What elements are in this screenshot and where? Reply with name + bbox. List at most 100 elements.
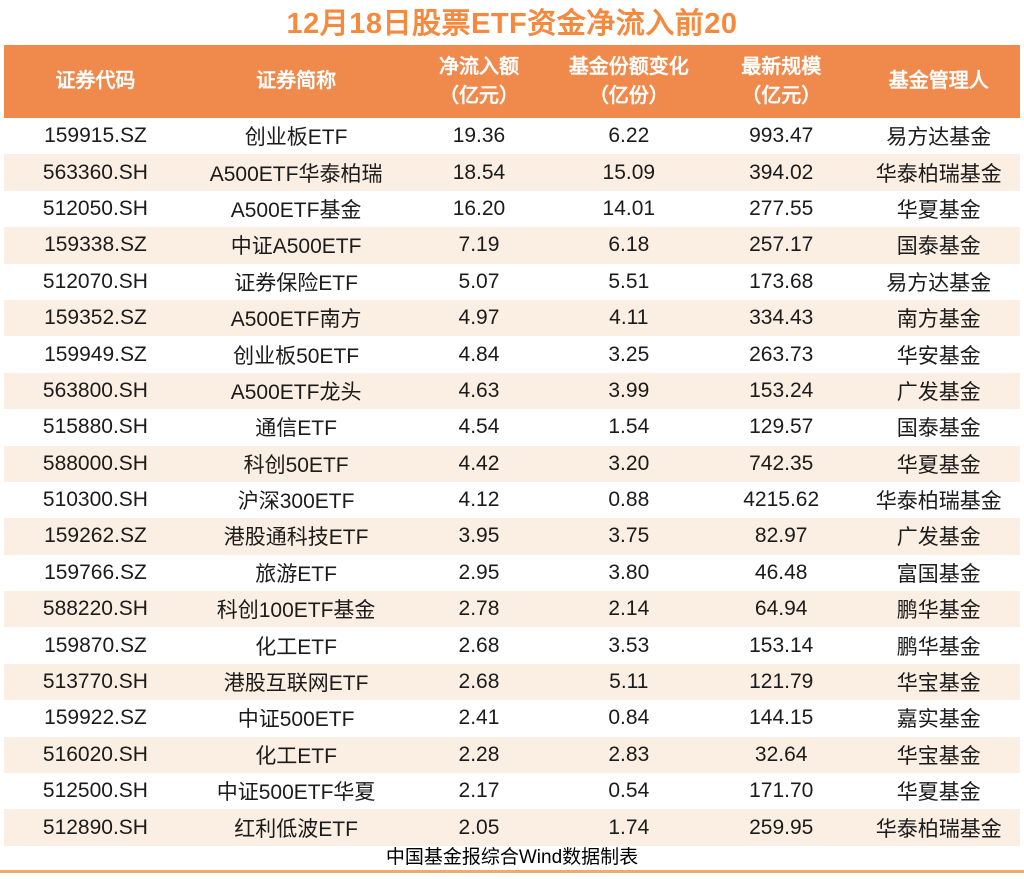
cell-latest-scale: 259.95 [705,809,858,846]
cell-name: A500ETF龙头 [186,372,406,410]
cell-manager: 华泰柏瑞基金 [875,490,1002,514]
cell-share-change: 2.14 [552,591,706,628]
cell-net-inflow: 2.41 [458,706,500,730]
cell-manager: 华宝基金 [857,736,1020,774]
cell-net-inflow: 2.28 [405,736,553,774]
cell-code: 513770.SH [4,663,187,701]
table-row: 563800.SH A500ETF龙头 4.63 3.99 153.24 广发基金 [4,372,1020,410]
cell-code: 563800.SH [4,372,187,410]
cell-latest-scale: 257.17 [705,227,858,264]
cell-net-inflow: 4.97 [405,299,553,337]
table-row: 510300.SH 沪深300ETF 4.12 0.88 4215.62 华泰柏瑞基金 [4,482,1020,518]
col-header-name: 证券简称 [186,45,406,118]
cell-net-inflow: 4.63 [405,372,553,410]
cell-manager: 华夏基金 [896,198,981,222]
table-header: 证券代码 证券简称 净流入额 （亿元） 基金份额变化 （亿份） [4,45,1020,118]
table-row: 563360.SH A500ETF华泰柏瑞 18.54 15.09 394.02 华泰柏瑞… [4,154,1020,191]
cell-net-inflow: 18.54 [405,154,553,191]
cell-share-change: 4.11 [552,299,706,337]
cell-name: 中证500ETF [237,708,355,732]
source-note: 中国基金报综合Wind数据制表 [385,846,639,868]
cell-latest-scale: 121.79 [705,663,858,701]
col-header-label: 最新规模 [741,55,822,78]
cell-code: 512070.SH [42,269,148,293]
table-row: 513770.SH 港股互联网ETF 2.68 5.11 121.79 华宝基金 [4,663,1020,701]
cell-share-change: 1.74 [552,809,706,846]
cell-net-inflow: 4.84 [458,342,500,366]
cell-share-change: 5.11 [552,663,706,701]
cell-code: 159352.SZ [4,299,187,337]
cell-latest-scale: 171.70 [749,779,814,803]
cell-code: 159922.SZ [44,706,147,730]
col-header-unit: （亿份） [588,84,669,107]
cell-name: 沪深300ETF [237,490,355,514]
cell-manager: 华泰柏瑞基金 [857,809,1020,846]
cell-manager: 国泰基金 [857,227,1020,264]
cell-latest-scale: 129.57 [749,415,814,439]
cell-code: 512500.SH [42,779,148,803]
cell-manager: 富国基金 [896,562,981,586]
cell-latest-scale: 993.47 [749,124,814,148]
col-header-manager: 基金管理人 [857,45,1020,118]
table-container: 证券代码 证券简称 净流入额 （亿元） 基金份额变化 （亿份） [4,45,1020,846]
table-body: 159915.SZ 创业板ETF 19.36 6.22 993.47 易方达基金 56336… [4,118,1020,846]
cell-share-change: 5.51 [608,269,650,293]
cell-net-inflow: 2.17 [458,779,500,803]
cell-code: 159915.SZ [44,124,147,148]
page-title: 12月18日股票ETF资金净流入前20 [286,8,738,40]
cell-share-change: 15.09 [552,154,706,191]
cell-latest-scale: 144.15 [749,706,814,730]
table-row: 159352.SZ A500ETF南方 4.97 4.11 334.43 南方基金 [4,299,1020,337]
table-row: 159338.SZ 中证A500ETF 7.19 6.18 257.17 国泰基金 [4,227,1020,264]
cell-code: 515880.SH [42,415,148,439]
cell-name: 证券保险ETF [234,271,358,295]
cell-manager: 国泰基金 [896,417,981,441]
table-row: 515880.SH 通信ETF 4.54 1.54 129.57 国泰基金 [4,409,1020,445]
cell-code: 588000.SH [4,445,187,482]
cell-name: 港股互联网ETF [186,663,406,701]
table-row: 159949.SZ 创业板50ETF 4.84 3.25 263.73 华安基金 [4,336,1020,372]
col-header-unit: （亿元） [438,84,519,107]
cell-net-inflow: 7.19 [405,227,553,264]
col-header-share-change: 基金份额变化 （亿份） [552,45,706,118]
col-header-code: 证券代码 [4,45,187,118]
cell-net-inflow: 2.95 [458,560,500,584]
cell-code: 510300.SH [42,488,148,512]
cell-latest-scale: 82.97 [705,518,858,555]
cell-latest-scale: 32.64 [705,736,858,774]
cell-manager: 鹏华基金 [857,591,1020,628]
cell-code: 512050.SH [42,196,148,220]
cell-latest-scale: 394.02 [705,154,858,191]
cell-manager: 南方基金 [857,299,1020,337]
cell-manager: 易方达基金 [886,126,992,150]
cell-net-inflow: 2.05 [405,809,553,846]
cell-manager: 华夏基金 [857,445,1020,482]
cell-share-change: 6.18 [552,227,706,264]
table-row: 159915.SZ 创业板ETF 19.36 6.22 993.47 易方达基金 [4,118,1020,154]
col-header-label: 基金管理人 [888,70,989,92]
col-header-label: 证券简称 [256,70,337,92]
cell-name: 红利低波ETF [186,809,406,846]
cell-latest-scale: 4215.62 [743,488,820,512]
cell-manager: 鹏华基金 [896,635,981,659]
table-row: 512050.SH A500ETF基金 16.20 14.01 277.55 华夏基金 [4,191,1020,227]
cell-share-change: 0.54 [608,779,650,803]
cell-share-change: 0.88 [608,488,650,512]
cell-net-inflow: 3.95 [405,518,553,555]
cell-name: 化工ETF [255,635,337,659]
col-header-unit: （亿元） [741,84,822,107]
cell-share-change: 2.83 [552,736,706,774]
cell-latest-scale: 334.43 [705,299,858,337]
cell-code: 159338.SZ [4,227,187,264]
cell-share-change: 3.80 [608,560,650,584]
table-row: 512890.SH 红利低波ETF 2.05 1.74 259.95 华泰柏瑞基金 [4,809,1020,846]
cell-share-change: 14.01 [602,196,656,220]
cell-name: 创业板ETF [244,126,348,150]
cell-name: A500ETF华泰柏瑞 [186,154,406,191]
cell-manager: 广发基金 [857,372,1020,410]
cell-code: 159262.SZ [4,518,187,555]
cell-name: 化工ETF [186,736,406,774]
table-row: 588220.SH 科创100ETF基金 2.78 2.14 64.94 鹏华基金 [4,591,1020,628]
bottom-divider [0,869,1024,873]
cell-manager: 华宝基金 [857,663,1020,701]
